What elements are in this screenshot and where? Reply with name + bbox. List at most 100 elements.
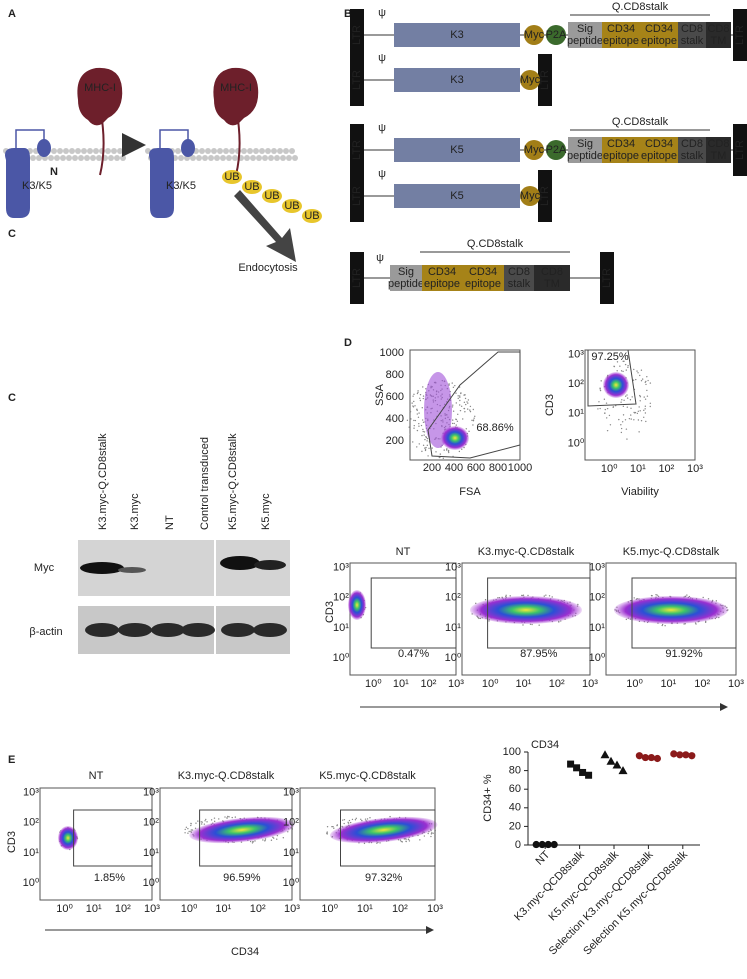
lipid bbox=[114, 155, 120, 161]
y-tick-label: 100 bbox=[503, 746, 521, 758]
data-point bbox=[532, 840, 540, 849]
event bbox=[622, 360, 624, 363]
event bbox=[412, 405, 414, 407]
tick-label: 10¹ bbox=[445, 622, 461, 634]
band bbox=[151, 623, 185, 637]
event bbox=[205, 818, 207, 821]
event bbox=[606, 407, 609, 410]
tick-label: 10² bbox=[333, 592, 349, 604]
event bbox=[604, 408, 607, 411]
event bbox=[452, 404, 454, 406]
tick-label: 10¹ bbox=[333, 622, 349, 634]
lipid bbox=[247, 148, 253, 154]
data-point bbox=[606, 756, 616, 765]
event bbox=[522, 624, 524, 626]
label: ψ bbox=[378, 7, 386, 19]
event bbox=[645, 383, 647, 386]
label: P2A bbox=[546, 29, 567, 41]
event bbox=[488, 620, 490, 622]
event bbox=[625, 369, 628, 371]
event bbox=[443, 449, 445, 451]
event bbox=[599, 389, 602, 392]
event bbox=[465, 428, 468, 430]
event bbox=[639, 396, 642, 398]
tick-label: 10¹ bbox=[515, 678, 531, 690]
event bbox=[213, 820, 216, 823]
event bbox=[624, 363, 627, 366]
event bbox=[416, 392, 419, 395]
data-point bbox=[635, 752, 644, 760]
event bbox=[620, 370, 623, 372]
lipid bbox=[220, 155, 226, 161]
event bbox=[191, 829, 194, 831]
lipid bbox=[72, 155, 78, 161]
event bbox=[638, 406, 640, 408]
event bbox=[639, 400, 641, 402]
cd8-box bbox=[534, 265, 570, 291]
label: stalk bbox=[508, 278, 531, 290]
event bbox=[416, 408, 418, 410]
label: CD34 bbox=[607, 23, 635, 35]
panel-label: B bbox=[344, 8, 352, 20]
event bbox=[422, 430, 424, 433]
event bbox=[466, 401, 468, 403]
data-point bbox=[600, 750, 610, 759]
event bbox=[464, 411, 466, 413]
event bbox=[707, 598, 710, 600]
event bbox=[452, 386, 455, 389]
event bbox=[558, 621, 560, 623]
event bbox=[600, 380, 602, 382]
event bbox=[463, 401, 466, 404]
event bbox=[452, 419, 454, 421]
event bbox=[643, 416, 645, 419]
event bbox=[626, 397, 629, 399]
event bbox=[343, 818, 346, 821]
label: K3/K5 bbox=[22, 180, 52, 192]
event bbox=[620, 401, 622, 403]
mhc-stalk bbox=[235, 119, 241, 176]
event bbox=[478, 617, 480, 620]
data-point bbox=[670, 750, 678, 758]
event bbox=[414, 419, 417, 422]
event bbox=[454, 384, 456, 387]
label: CD8 bbox=[681, 138, 703, 150]
lipid bbox=[120, 155, 126, 161]
lipid bbox=[283, 148, 289, 154]
label: CD8 bbox=[707, 138, 729, 150]
label: SSA bbox=[374, 383, 386, 406]
population bbox=[470, 596, 582, 624]
event bbox=[187, 832, 189, 834]
label: UB bbox=[264, 190, 279, 202]
k3k5-nterm bbox=[181, 139, 195, 157]
lipid bbox=[54, 155, 60, 161]
lipid bbox=[253, 148, 259, 154]
population bbox=[614, 596, 728, 624]
event bbox=[612, 406, 614, 409]
event bbox=[551, 596, 553, 598]
event bbox=[234, 816, 237, 818]
label: K3 bbox=[450, 29, 463, 41]
tick-label: 10³ bbox=[143, 786, 159, 798]
lipid bbox=[211, 148, 217, 154]
gate bbox=[370, 577, 457, 649]
tick-label: 10³ bbox=[448, 678, 464, 690]
tick-label: 1000 bbox=[380, 347, 404, 359]
event bbox=[408, 840, 411, 842]
lipid bbox=[262, 155, 268, 161]
event bbox=[636, 370, 638, 372]
event bbox=[227, 815, 229, 818]
label: Sig bbox=[398, 266, 414, 278]
event bbox=[185, 826, 188, 829]
event bbox=[343, 822, 345, 825]
ubiquitin bbox=[282, 199, 302, 213]
event bbox=[407, 838, 410, 841]
event bbox=[439, 453, 442, 455]
tag-circle bbox=[520, 186, 540, 206]
population bbox=[189, 816, 295, 844]
event bbox=[630, 407, 632, 409]
label: epitope bbox=[465, 278, 501, 290]
tick-label: 10² bbox=[115, 903, 131, 915]
tick-label: 10⁰ bbox=[445, 652, 462, 664]
label: 97.32% bbox=[365, 872, 403, 884]
